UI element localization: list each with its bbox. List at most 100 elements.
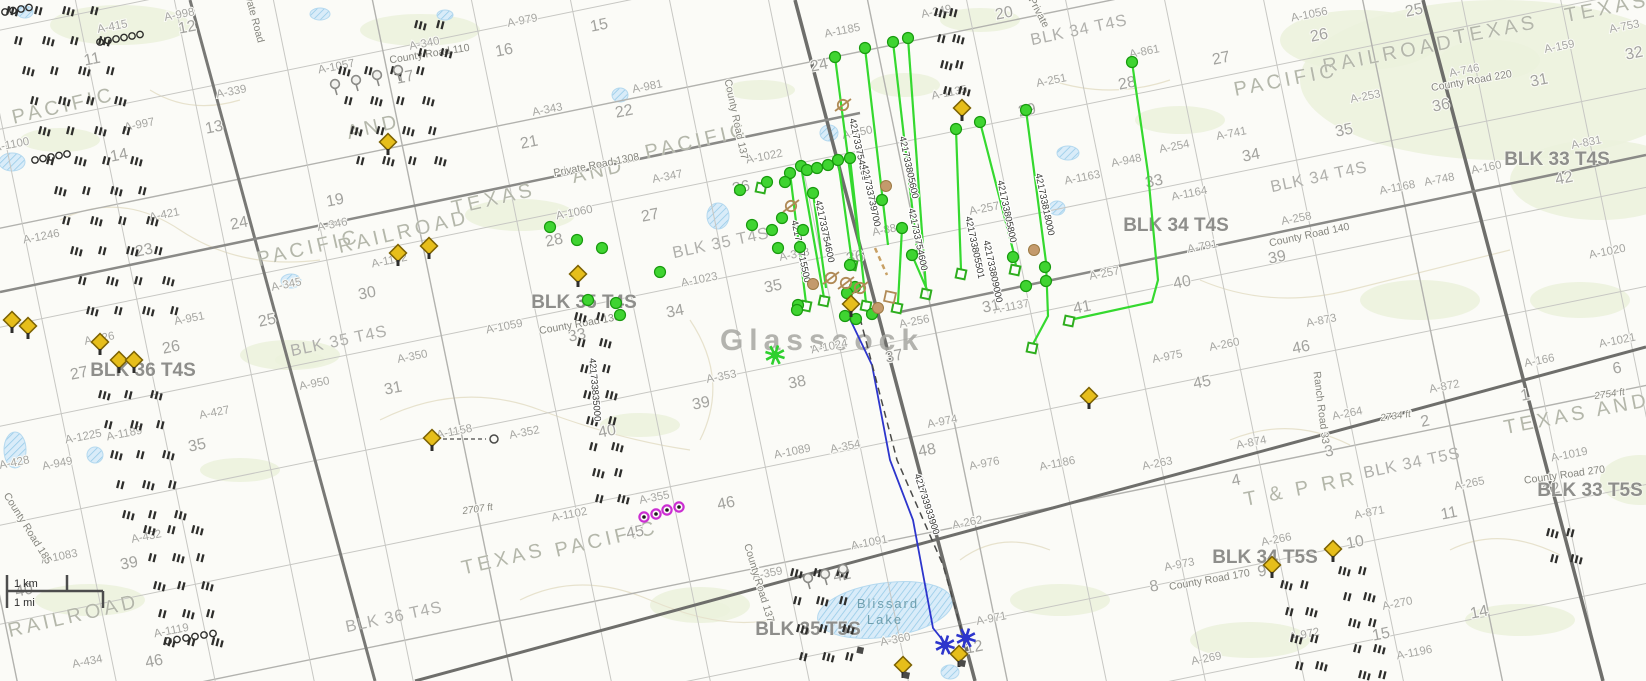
abandoned-well-symbol[interactable]	[150, 390, 163, 401]
oil-well-symbol[interactable]	[901, 31, 915, 45]
abandoned-well-symbol[interactable]	[1358, 669, 1371, 681]
abandoned-well-symbol[interactable]	[62, 5, 75, 17]
abandoned-well-cluster[interactable]	[1338, 566, 1387, 681]
permit-location-symbol[interactable]	[378, 132, 398, 155]
abandoned-well-symbol[interactable]	[66, 126, 75, 136]
abandoned-well-symbol[interactable]	[167, 525, 176, 535]
abandoned-well-symbol[interactable]	[790, 568, 803, 579]
dry-hole-circle[interactable]	[173, 635, 181, 644]
permit-location-symbol[interactable]	[841, 294, 861, 317]
completion-square-symbol[interactable]	[890, 301, 904, 315]
abandoned-well-symbol[interactable]	[191, 525, 204, 536]
abandoned-well-symbol[interactable]	[156, 420, 165, 430]
permit-location-symbol[interactable]	[109, 350, 129, 373]
oil-well-symbol[interactable]	[895, 221, 909, 235]
abandoned-well-symbol[interactable]	[172, 553, 185, 564]
surface-well-symbol[interactable]	[802, 572, 814, 590]
abandoned-well-symbol[interactable]	[142, 480, 155, 491]
abandoned-well-symbol[interactable]	[138, 186, 147, 196]
abandoned-well-cluster[interactable]	[790, 568, 855, 663]
abandoned-well-symbol[interactable]	[50, 66, 59, 76]
abandoned-well-symbol[interactable]	[589, 442, 598, 452]
abandoned-well-symbol[interactable]	[1363, 592, 1376, 603]
dry-hole-circle[interactable]	[209, 629, 217, 638]
tied-dry-hole-circle[interactable]	[489, 434, 499, 444]
abandoned-well-cluster[interactable]	[143, 525, 224, 648]
abandoned-well-symbol[interactable]	[949, 7, 958, 18]
abandoned-well-symbol[interactable]	[62, 216, 71, 226]
permit-location-symbol[interactable]	[419, 236, 439, 259]
dry-hole-row[interactable]	[31, 150, 71, 164]
abandoned-well-symbol[interactable]	[1378, 669, 1387, 680]
horizontal-wellbore-line[interactable]	[788, 172, 808, 304]
abandoned-well-symbol[interactable]	[74, 156, 87, 167]
abandoned-well-symbol[interactable]	[42, 35, 55, 47]
abandoned-well-symbol[interactable]	[1566, 528, 1575, 538]
oil-well-symbol[interactable]	[806, 186, 820, 200]
oil-well-symbol[interactable]	[1019, 103, 1033, 117]
oil-well-symbol[interactable]	[653, 265, 667, 279]
abandoned-well-symbol[interactable]	[422, 96, 435, 107]
oil-well-symbol[interactable]	[831, 153, 845, 167]
abandoned-well-cluster[interactable]	[1546, 528, 1583, 565]
abandoned-well-symbol[interactable]	[602, 364, 611, 374]
abandoned-well-symbol[interactable]	[440, 47, 453, 59]
abandoned-well-symbol[interactable]	[130, 420, 143, 431]
oil-well-symbol[interactable]	[828, 50, 842, 64]
abandoned-well-symbol[interactable]	[130, 155, 143, 167]
surface-well-symbol[interactable]	[350, 74, 362, 92]
horizontal-wellbore-line[interactable]	[848, 157, 868, 304]
dry-hole-circle[interactable]	[47, 153, 55, 161]
horizontal-wellbore-line[interactable]	[896, 227, 904, 304]
oil-well-symbol[interactable]	[843, 151, 857, 165]
gas-well-symbol[interactable]	[765, 345, 785, 365]
oil-well-symbol[interactable]	[613, 308, 627, 322]
abandoned-well-cluster[interactable]	[934, 7, 971, 97]
permit-location-symbol[interactable]	[422, 428, 442, 451]
abandoned-well-symbol[interactable]	[819, 623, 828, 634]
abandoned-well-symbol[interactable]	[586, 415, 599, 427]
dry-hole-circle[interactable]	[128, 32, 136, 40]
abandoned-well-symbol[interactable]	[839, 596, 848, 606]
abandoned-well-symbol[interactable]	[106, 66, 115, 76]
plugged-well-symbol[interactable]	[822, 271, 840, 285]
permit-location-symbol[interactable]	[568, 264, 588, 287]
abandoned-well-symbol[interactable]	[1310, 633, 1319, 644]
surface-well-symbol[interactable]	[392, 64, 404, 82]
abandoned-well-symbol[interactable]	[34, 5, 43, 16]
abandoned-well-symbol[interactable]	[617, 494, 630, 505]
permit-location-symbol[interactable]	[2, 310, 22, 333]
oil-well-symbol[interactable]	[733, 183, 747, 197]
injection-well-symbol[interactable]	[935, 635, 955, 655]
completion-square-symbol[interactable]	[817, 294, 831, 308]
abandoned-well-symbol[interactable]	[842, 623, 855, 635]
completion-square-symbol[interactable]	[1025, 341, 1039, 355]
abandoned-well-cluster[interactable]	[574, 312, 630, 505]
oil-well-symbol[interactable]	[543, 220, 557, 234]
abandoned-well-symbol[interactable]	[110, 449, 123, 461]
oil-well-symbol[interactable]	[775, 211, 789, 225]
horizontal-wellbore-line[interactable]	[910, 254, 930, 293]
abandoned-well-symbol[interactable]	[599, 338, 612, 349]
abandoned-well-symbol[interactable]	[958, 86, 971, 97]
abandoned-well-symbol[interactable]	[78, 276, 87, 286]
abandoned-well-symbol[interactable]	[14, 35, 23, 46]
oil-well-symbol[interactable]	[838, 309, 852, 323]
permit-location-symbol[interactable]	[388, 243, 408, 266]
abandoned-well-symbol[interactable]	[146, 216, 159, 227]
dry-hole-row[interactable]	[96, 30, 144, 46]
dry-hole-circle[interactable]	[63, 150, 71, 158]
abandoned-well-symbol[interactable]	[162, 450, 175, 461]
abandoned-well-symbol[interactable]	[1280, 579, 1293, 591]
abandoned-well-symbol[interactable]	[952, 33, 965, 45]
abandoned-well-symbol[interactable]	[211, 637, 224, 648]
injection-wellbore-line[interactable]	[847, 314, 946, 644]
abandoned-well-symbol[interactable]	[70, 36, 79, 46]
abandoned-well-symbol[interactable]	[162, 276, 175, 287]
oil-well-symbol[interactable]	[1125, 55, 1139, 69]
surface-well-symbol[interactable]	[837, 563, 849, 581]
abandoned-well-symbol[interactable]	[1338, 566, 1351, 577]
dry-hole-circle[interactable]	[96, 38, 104, 46]
